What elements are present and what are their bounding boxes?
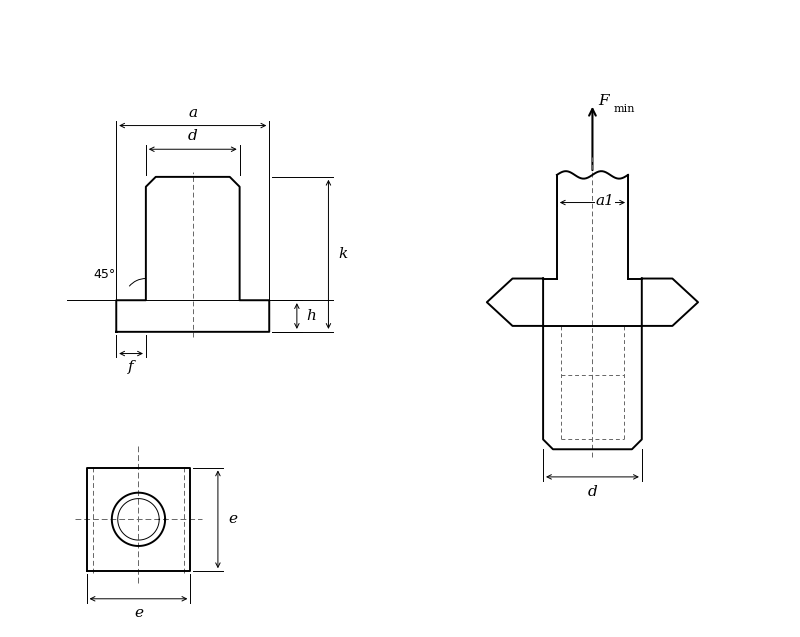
Text: F: F [598,94,609,108]
Text: h: h [306,309,317,323]
Text: min: min [614,104,635,114]
Text: k: k [338,247,348,261]
Text: d: d [587,485,598,499]
Text: a: a [188,106,198,120]
Text: e: e [228,512,238,526]
Text: 45°: 45° [94,268,115,281]
Text: f: f [128,361,134,375]
Text: d: d [188,129,198,143]
Text: e: e [134,606,143,620]
Text: a1: a1 [596,194,614,208]
